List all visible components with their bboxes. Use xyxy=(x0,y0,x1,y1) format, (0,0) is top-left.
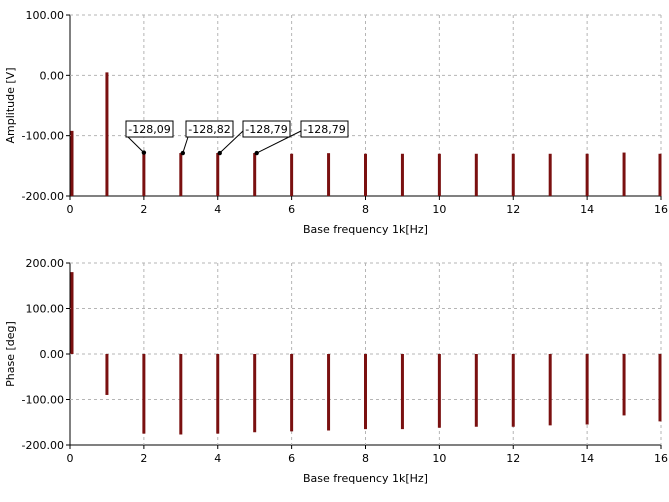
annotation-box xyxy=(125,120,174,138)
y-tick-label: 0.00 xyxy=(40,348,65,361)
chart-panel-1: 0 2 4 6 8 10 12 14 16 100.00 0.00 -100.00 -200.00 Bas… xyxy=(4,9,668,236)
x-tick-label: 6 xyxy=(288,452,295,465)
chart-panel-2: 0 2 4 6 8 10 12 14 16 200.00 100.00 0.00 -100.00 -200… xyxy=(4,257,668,485)
x-tick-label: 16 xyxy=(654,452,668,465)
x-tick-label: 8 xyxy=(362,203,369,216)
x-tick-label: 4 xyxy=(214,203,221,216)
annotation-arrowhead xyxy=(141,150,147,155)
y-tick-label: -200.00 xyxy=(22,439,64,452)
x-tick-label: 14 xyxy=(580,203,594,216)
y-tick-label: -200.00 xyxy=(22,190,64,203)
annotation-leader xyxy=(256,130,302,154)
x-tick-label: 12 xyxy=(506,452,520,465)
y-axis-label: Amplitude [V] xyxy=(4,68,17,144)
y-tick-label: 200.00 xyxy=(26,257,65,270)
x-tick-label: 4 xyxy=(214,452,221,465)
y-tick-label: -100.00 xyxy=(22,130,64,143)
annotation-arrowhead xyxy=(217,150,222,156)
annotation-label: -128,82 xyxy=(188,123,230,136)
y-tick-label: 100.00 xyxy=(26,9,65,22)
y-tick-label: -100.00 xyxy=(22,394,64,407)
annotation-callout: -128,79 xyxy=(254,120,349,156)
annotation-callout: -128,09 xyxy=(125,120,174,155)
x-tick-label: 12 xyxy=(506,203,520,216)
annotation-label: -128,09 xyxy=(128,123,170,136)
x-tick-label: 2 xyxy=(140,452,147,465)
x-axis-label: Base frequency 1k[Hz] xyxy=(303,223,428,236)
x-tick-label: 10 xyxy=(432,203,446,216)
annotation-leader xyxy=(182,136,189,154)
x-tick-label: 6 xyxy=(288,203,295,216)
x-tick-label: 2 xyxy=(140,203,147,216)
annotation-leader xyxy=(127,136,145,153)
x-tick-label: 10 xyxy=(432,452,446,465)
y-axis-label: Phase [deg] xyxy=(4,321,17,387)
y-tick-label: 100.00 xyxy=(26,303,65,316)
x-tick-label: 8 xyxy=(362,452,369,465)
x-axis-label: Base frequency 1k[Hz] xyxy=(303,472,428,485)
annotation-callout: -128,79 xyxy=(217,120,291,156)
annotation-leader xyxy=(219,130,244,154)
annotation-box xyxy=(185,120,234,138)
annotation-arrowhead xyxy=(254,150,259,156)
annotation-callout: -128,82 xyxy=(180,120,234,156)
annotation-arrowhead xyxy=(180,150,186,156)
annotation-box xyxy=(242,120,291,138)
x-tick-label: 16 xyxy=(654,203,668,216)
x-tick-label: 14 xyxy=(580,452,594,465)
x-tick-label: 0 xyxy=(67,203,74,216)
x-tick-label: 0 xyxy=(67,452,74,465)
annotation-label: -128,79 xyxy=(245,123,287,136)
annotation-label: -128,79 xyxy=(303,123,345,136)
annotation-box xyxy=(300,120,349,138)
y-tick-label: 0.00 xyxy=(40,69,65,82)
